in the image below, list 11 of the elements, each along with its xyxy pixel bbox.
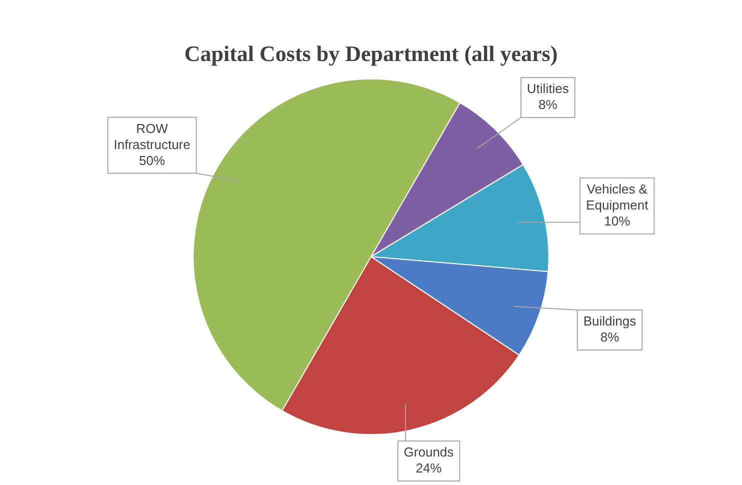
data-label: 8% xyxy=(538,97,558,112)
slice-label: Utilities xyxy=(526,81,570,96)
chart-title: Capital Costs by Department (all years) xyxy=(184,40,558,66)
data-label: 10% xyxy=(604,213,631,228)
data-label: 50% xyxy=(139,152,166,168)
data-label: 8% xyxy=(600,330,620,345)
slice-label: Buildings xyxy=(583,314,637,329)
slice-label: Vehicles & Equipment xyxy=(586,181,649,212)
slice-label: Grounds xyxy=(404,444,454,460)
slice-label: ROW Infrastructure xyxy=(114,120,190,152)
data-label: 24% xyxy=(416,460,442,476)
